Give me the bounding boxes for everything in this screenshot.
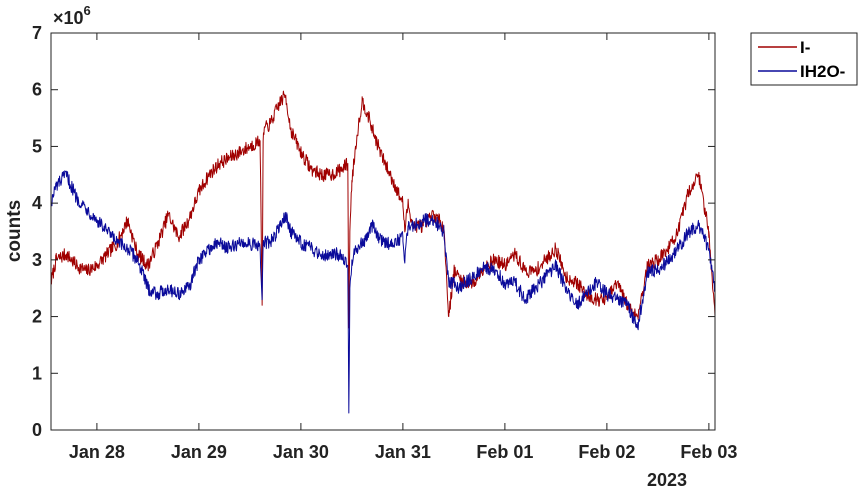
series-layer bbox=[50, 90, 716, 414]
series-line-ih2o bbox=[50, 170, 716, 414]
x-secondary-label: 2023 bbox=[647, 470, 687, 490]
y-tick-label: 1 bbox=[32, 363, 42, 383]
y-tick-label: 4 bbox=[32, 193, 42, 213]
y-tick-label: 2 bbox=[32, 307, 42, 327]
x-tick-label: Jan 29 bbox=[171, 442, 227, 462]
legend-label-ih2o: IH2O- bbox=[800, 62, 845, 81]
x-tick-label: Feb 02 bbox=[578, 442, 635, 462]
y-multiplier: ×106 bbox=[53, 3, 91, 28]
legend: I- IH2O- bbox=[750, 32, 858, 86]
legend-label-i: I- bbox=[800, 38, 810, 57]
legend-box bbox=[750, 32, 858, 86]
plot-frame bbox=[50, 32, 716, 431]
y-axis-label: counts bbox=[4, 200, 25, 262]
x-tick-label: Feb 03 bbox=[680, 442, 737, 462]
x-tick-label: Jan 30 bbox=[273, 442, 329, 462]
y-tick-label: 0 bbox=[32, 420, 42, 440]
y-tick-label: 7 bbox=[32, 23, 42, 43]
x-tick-label: Feb 01 bbox=[476, 442, 533, 462]
x-tick-label: Jan 31 bbox=[375, 442, 431, 462]
ticks-layer: 0 1 2 3 4 5 6 7 Jan 28 Jan 29 Jan 30 Jan 31 Feb 01 Fe… bbox=[32, 23, 737, 462]
x-tick-label: Jan 28 bbox=[69, 442, 125, 462]
y-tick-label: 3 bbox=[32, 250, 42, 270]
y-tick-label: 5 bbox=[32, 136, 42, 156]
y-tick-label: 6 bbox=[32, 80, 42, 100]
